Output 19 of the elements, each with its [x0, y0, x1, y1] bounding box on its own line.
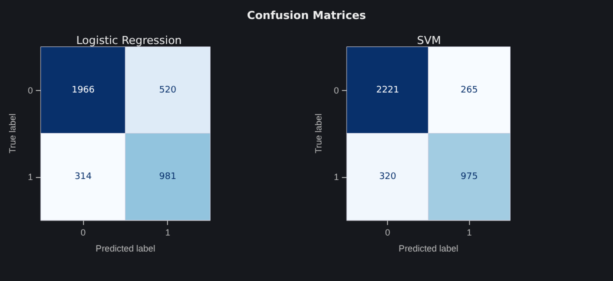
data-label: 2221 [376, 85, 400, 96]
x-tick-label: 0 [80, 228, 86, 238]
x-tick-label: 1 [165, 228, 170, 238]
x-axis-title: Predicted label [96, 244, 156, 254]
y-axis-title: True label [8, 114, 18, 154]
data-label: 320 [379, 172, 397, 182]
data-label: 975 [460, 172, 478, 182]
text: Confusion Matrices [246, 9, 367, 22]
data-label: 981 [159, 172, 176, 182]
data-label: 520 [159, 85, 177, 96]
data-label: 314 [74, 172, 92, 182]
x-tick-label: 0 [385, 228, 390, 238]
data-label: 1966 [72, 85, 95, 96]
x-tick-label: 1 [466, 228, 472, 238]
chart-title: Logistic Regression [76, 34, 182, 47]
y-axis-title: True label [314, 114, 324, 154]
chart-title: SVM [417, 34, 441, 47]
data-label: 265 [460, 85, 478, 96]
x-axis-title: Predicted label [398, 244, 458, 254]
